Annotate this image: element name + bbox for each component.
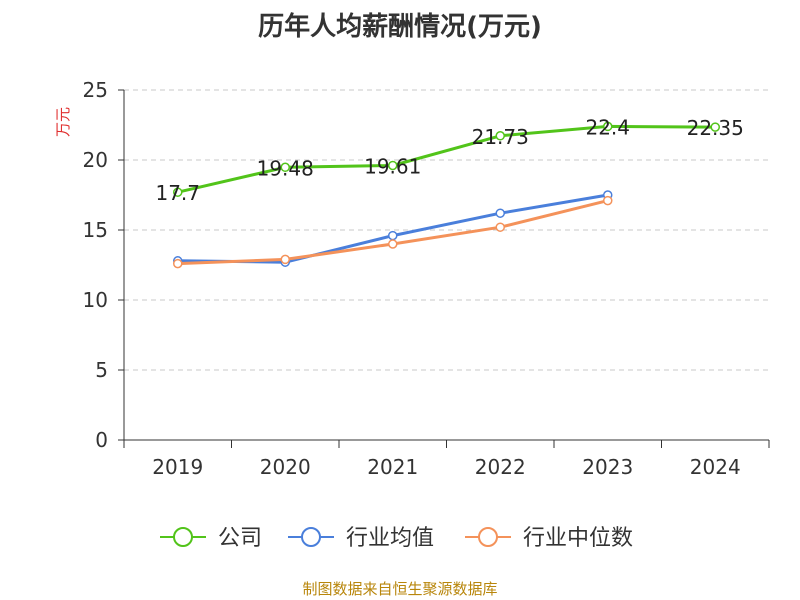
data-point [495,131,505,141]
x-tick-label: 2020 [260,455,311,479]
data-point [173,187,183,197]
legend-marker [301,527,321,547]
data-label: 17.7 [155,181,200,205]
legend-label: 公司 [218,526,262,551]
legend-marker [173,527,193,547]
x-tick-label: 2019 [152,455,203,479]
data-label: 22.4 [585,115,630,139]
legend-label: 行业中位数 [523,526,633,551]
data-label: 19.61 [364,154,421,178]
data-point [388,239,398,249]
data-point [603,195,613,206]
data-point [710,122,720,132]
data-point [280,254,290,265]
data-label: 19.48 [257,156,314,180]
x-tick-label: 2022 [475,455,526,479]
data-point [388,230,398,241]
data-label: 22.35 [687,116,744,140]
data-label: 21.73 [472,125,529,149]
data-point [495,222,505,232]
data-point [495,208,505,218]
source-note: 制图数据来自恒生聚源数据库 [302,580,498,598]
y-axis-label: 万元 [54,107,72,137]
series-line-0 [177,124,716,194]
x-tick-label: 2023 [582,455,633,479]
y-tick-label: 15 [83,218,108,242]
series-line-1 [177,193,609,264]
legend-marker [478,527,498,547]
x-tick-label: 2024 [690,455,741,479]
legend-label: 行业均值 [346,526,434,551]
data-point [603,121,613,132]
chart-title: 历年人均薪酬情况(万元) [258,12,542,42]
y-tick-label: 10 [83,288,108,312]
x-tick-label: 2021 [367,455,418,479]
data-point [280,162,290,173]
data-point [388,160,398,171]
y-tick-label: 25 [83,78,108,102]
y-tick-label: 20 [83,148,108,172]
y-tick-label: 5 [95,358,108,382]
data-point [173,258,183,269]
y-tick-label: 0 [95,428,108,452]
